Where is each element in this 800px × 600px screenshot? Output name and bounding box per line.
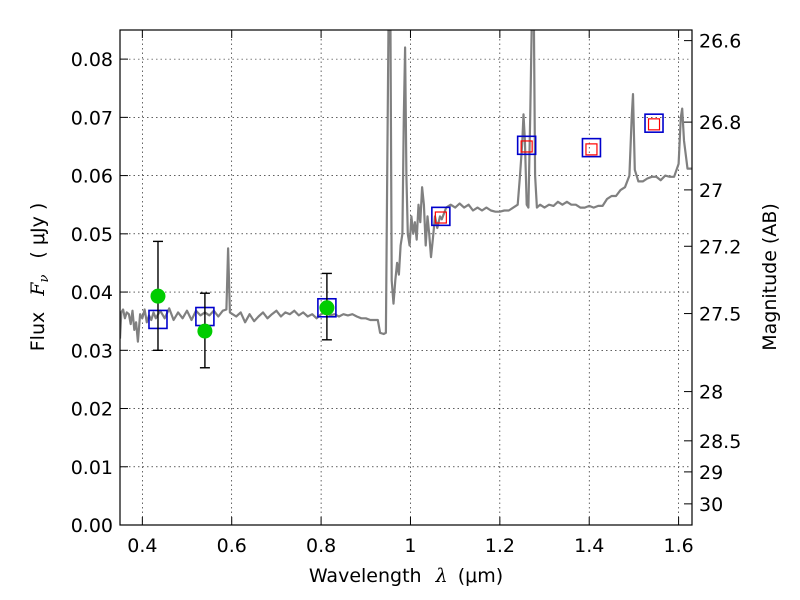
x-tick-label: 1 xyxy=(404,535,416,557)
observed-point xyxy=(319,300,335,316)
y-axis-subscript: ν xyxy=(37,275,52,283)
spectrum-line xyxy=(120,30,692,343)
observed-point xyxy=(150,288,166,304)
grid-lines xyxy=(120,30,692,526)
y-tick-label: 0.04 xyxy=(71,282,113,304)
y2-tick-label: 29 xyxy=(699,462,723,484)
model-square-marker xyxy=(644,113,664,133)
observed-ir-marker xyxy=(520,140,533,153)
x-axis-symbol: λ xyxy=(435,565,448,587)
x-axis-label-text: Wavelength xyxy=(309,565,422,587)
plot-data xyxy=(120,30,692,369)
model-square-marker xyxy=(431,206,451,227)
y-tick-label: 0.06 xyxy=(71,166,113,188)
y-tick-label: 0.07 xyxy=(71,107,113,129)
y-axis-label: Flux Fν ( μJy ) xyxy=(27,203,53,352)
y2-tick-label: 27 xyxy=(699,180,723,202)
y-tick-label: 0.01 xyxy=(71,457,113,479)
y2-axis-label: Magnitude (AB) xyxy=(759,203,781,351)
y-tick-label: 0.03 xyxy=(71,340,113,362)
y-tick-label: 0.05 xyxy=(71,224,113,246)
observed-ir-marker xyxy=(585,143,598,156)
x-tick-label: 0.4 xyxy=(127,535,157,557)
y2-tick-label: 26.6 xyxy=(699,31,741,53)
plot-frame xyxy=(119,29,693,526)
y-tick-label: 0.02 xyxy=(71,399,113,421)
y2-tick-label: 27.5 xyxy=(699,304,741,326)
x-axis-unit: (μm) xyxy=(458,565,503,587)
y2-tick-label: 30 xyxy=(699,494,723,516)
model-square-marker xyxy=(516,135,537,156)
y2-tick-label: 27.2 xyxy=(699,236,741,258)
model-square-marker xyxy=(581,137,602,158)
y-axis-unit: ( μJy ) xyxy=(27,203,49,259)
y-axis-label-text: Flux xyxy=(27,312,49,352)
x-tick-label: 0.8 xyxy=(306,535,336,557)
y2-tick-label: 28.5 xyxy=(699,431,741,453)
x-tick-label: 1.6 xyxy=(663,535,693,557)
y-tick-label: 0.08 xyxy=(71,49,113,71)
x-tick-label: 1.2 xyxy=(485,535,515,557)
y-tick-label: 0.00 xyxy=(71,515,113,537)
y-axis-symbol: F xyxy=(27,282,49,297)
y2-tick-label: 26.8 xyxy=(699,112,741,134)
y2-tick-label: 28 xyxy=(699,382,723,404)
observed-ir-marker xyxy=(647,118,661,131)
observed-point xyxy=(197,323,213,339)
axis-ticks: 0.4 0.6 0.8 1 1.2 1.4 1.6 0.00 0.01 0.02 0.03 0.04 0… xyxy=(71,30,741,557)
x-tick-label: 1.4 xyxy=(574,535,604,557)
x-axis-label: Wavelength λ (μm) xyxy=(309,565,503,587)
observed-ir-marker xyxy=(434,211,447,224)
x-tick-label: 0.6 xyxy=(217,535,247,557)
